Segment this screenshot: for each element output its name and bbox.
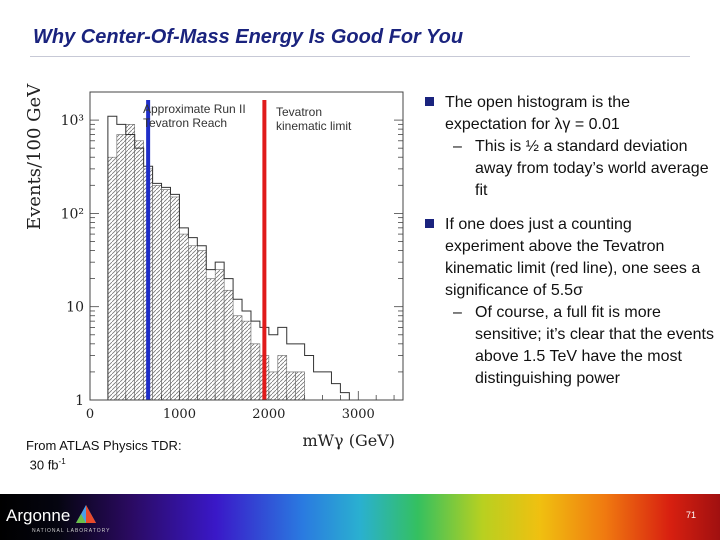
y-tick-label: 1 [75,393,84,409]
histogram-bar-shaded [161,189,171,401]
square-bullet-icon [425,219,434,228]
annotation-kinematic-limit: Tevatron kinematic limit [276,105,352,133]
histogram-bar-shaded [268,371,279,401]
histogram-bar-shaded [170,196,180,401]
x-tick-label: 1000 [163,407,196,422]
plot-axes [89,91,404,401]
x-tick-label: 0 [86,407,94,422]
histogram-bar-shaded [179,233,189,401]
histogram-bar-shaded [295,371,305,401]
reference-lines [146,100,267,400]
y-tick-label: 10 [66,300,84,316]
argonne-logo: Argonne [6,504,97,526]
histogram-bar-shaded [107,156,118,401]
y-tick-label: 10² [61,206,84,222]
histogram-outline-open [107,115,350,400]
histogram-plot: 10³ 10² 10 1 0 1000 2000 3000 mWγ (GeV) [61,91,404,450]
slide-title: Why Center-Of-Mass Energy Is Good For Yo… [33,26,464,48]
logo-text: Argonne [6,506,71,525]
dash-icon: – [453,138,462,155]
histogram-bar-shaded [152,185,162,401]
histogram-bar-shaded [250,343,261,401]
footer-bar: Argonne NATIONAL LABORATORY 71 [0,494,720,540]
histogram-bar-shaded [134,140,144,401]
histogram-bar-shaded [277,355,288,401]
histogram-bar-shaded [232,315,243,401]
shaded-histogram [107,124,305,401]
source-line-2: 30 fb-1 [26,454,182,473]
y-tick-label: 10³ [61,113,84,129]
source-citation: From ATLAS Physics TDR: 30 fb-1 [26,438,182,473]
x-tick-labels: 0 1000 2000 3000 [86,407,375,422]
open-histogram [107,115,350,400]
histogram-bar-shaded [223,289,234,401]
histogram-bar-shaded [286,371,296,401]
y-tick-labels: 10³ 10² 10 1 [61,113,84,409]
source-luminosity: 30 fb [29,457,59,473]
logo-subtext: NATIONAL LABORATORY [32,528,111,534]
bullet-2: If one does just a counting experiment a… [425,214,715,302]
sub-bullet-1: – This is ½ a standard deviation away fr… [425,136,715,202]
histogram-bar-shaded [205,278,216,401]
square-bullet-icon [425,97,434,106]
source-line-1: From ATLAS Physics TDR: [26,438,182,453]
bullet-1-text: The open histogram is the expectation fo… [445,94,630,133]
sub-bullet-2-text: Of course, a full fit is more sensitive;… [475,304,714,387]
sub-bullet-1-text: This is ½ a standard deviation away from… [475,138,709,199]
sub-bullet-2: – Of course, a full fit is more sensitiv… [425,302,715,390]
bullet-list: The open histogram is the expectation fo… [425,92,715,390]
histogram-bar-shaded [214,269,225,401]
page-number: 71 [686,510,697,520]
source-luminosity-exponent: -1 [58,457,66,466]
x-tick-label: 2000 [252,407,285,422]
histogram-bar-shaded [188,245,198,401]
annotation-tevatron-reach: Approximate Run II Tevatron Reach [143,102,246,130]
histogram-bar-shaded [241,320,252,401]
bullet-2-text: If one does just a counting experiment a… [445,216,701,299]
x-axis-label: mWγ (GeV) [302,431,395,450]
histogram-bar-shaded [116,134,127,401]
histogram-bar-shaded [197,250,207,401]
histogram-bar-shaded [125,124,136,401]
plot-frame [89,91,404,401]
logo-triangle-icon [76,505,97,523]
bullet-1: The open histogram is the expectation fo… [425,92,715,136]
title-divider [30,56,690,57]
x-tick-label: 3000 [342,407,375,422]
dash-icon: – [453,304,462,321]
